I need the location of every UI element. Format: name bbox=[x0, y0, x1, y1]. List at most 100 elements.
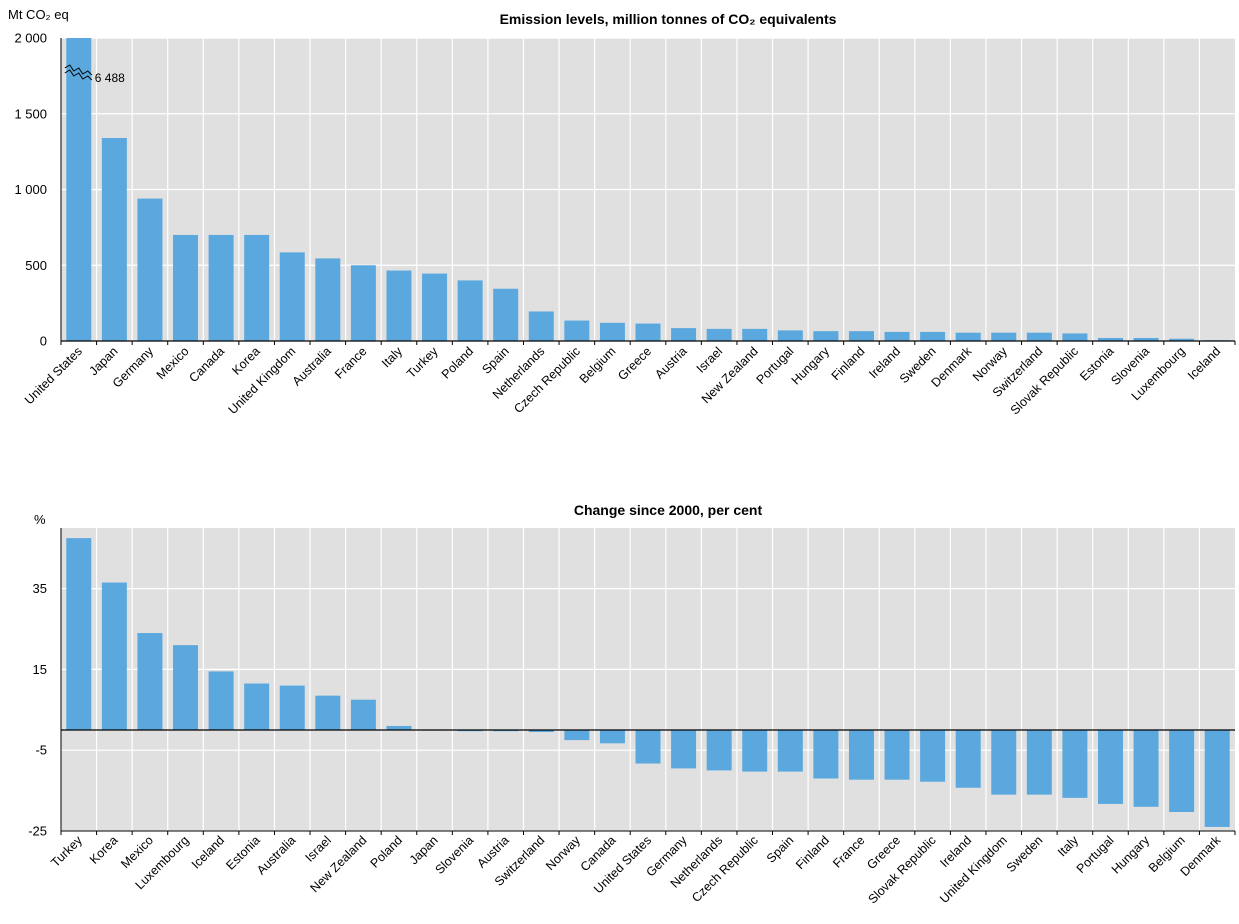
bar-slovenia bbox=[457, 730, 483, 732]
x-tick-label: Australia bbox=[254, 833, 298, 877]
bar-australia bbox=[279, 685, 305, 730]
x-tick-label: Mexico bbox=[154, 344, 192, 382]
bar-australia bbox=[315, 258, 341, 341]
bar-norway bbox=[564, 730, 590, 741]
bar-luxembourg bbox=[173, 645, 199, 730]
x-tick-label: Italy bbox=[1055, 833, 1082, 860]
bar-belgium bbox=[599, 322, 625, 341]
bar-canada bbox=[599, 730, 625, 744]
x-tick-label: France bbox=[332, 344, 369, 381]
bar-united-kingdom bbox=[279, 252, 305, 341]
bar-netherlands bbox=[528, 311, 554, 341]
bar-ireland bbox=[884, 331, 910, 341]
bar-hungary bbox=[813, 331, 839, 341]
bar-greece bbox=[635, 323, 661, 341]
bar-slovenia bbox=[1133, 337, 1159, 341]
axis-break-value-label: 6 488 bbox=[95, 71, 125, 85]
bar-slovak-republic bbox=[1062, 333, 1088, 341]
bar-mexico bbox=[137, 633, 163, 730]
x-tick-label: Finland bbox=[829, 344, 868, 383]
bar-united-kingdom bbox=[991, 730, 1017, 795]
bar-korea bbox=[244, 234, 270, 341]
bar-italy bbox=[1062, 730, 1088, 798]
x-tick-label: Korea bbox=[229, 344, 263, 378]
bar-luxembourg bbox=[1169, 338, 1195, 341]
x-tick-label: Turkey bbox=[404, 344, 441, 381]
x-tick-label: Turkey bbox=[48, 833, 85, 870]
x-tick-label: Denmark bbox=[1178, 833, 1224, 879]
axis-break-marker bbox=[64, 69, 93, 81]
x-tick-label: Norway bbox=[543, 833, 583, 873]
bar-ireland bbox=[955, 730, 981, 788]
bar-finland bbox=[813, 730, 839, 779]
x-tick-label: United Kingdom bbox=[226, 344, 299, 417]
bar-germany bbox=[137, 198, 163, 341]
bar-turkey bbox=[66, 538, 92, 730]
bar-finland bbox=[848, 331, 874, 341]
chart-title: Change since 2000, per cent bbox=[574, 502, 763, 518]
x-tick-label: Denmark bbox=[929, 344, 975, 390]
x-tick-label: Belgium bbox=[577, 344, 619, 386]
y-tick-label: 0 bbox=[40, 334, 47, 349]
x-tick-label: Czech Republic bbox=[511, 344, 583, 416]
bar-france bbox=[350, 265, 376, 341]
bar-austria bbox=[671, 328, 697, 341]
bar-mexico bbox=[173, 234, 199, 341]
y-tick-label: 1 500 bbox=[14, 106, 47, 121]
x-tick-label: Slovenia bbox=[432, 833, 476, 877]
x-tick-label: Canada bbox=[186, 344, 227, 385]
plot-background bbox=[61, 528, 1235, 831]
bar-slovak-republic bbox=[920, 730, 946, 782]
x-tick-label: Australia bbox=[290, 344, 334, 388]
x-tick-label: United States bbox=[22, 344, 85, 407]
x-tick-label: Portugal bbox=[1074, 833, 1117, 876]
y-tick-label: 1 000 bbox=[14, 182, 47, 197]
bar-netherlands bbox=[706, 730, 732, 771]
x-tick-label: Italy bbox=[379, 344, 406, 371]
x-tick-label: Poland bbox=[439, 344, 476, 381]
bar-israel bbox=[706, 328, 732, 341]
bar-norway bbox=[991, 332, 1017, 341]
bar-france bbox=[848, 730, 874, 780]
bar-czech-republic bbox=[742, 730, 768, 772]
x-tick-label: France bbox=[830, 833, 867, 870]
x-tick-label: Japan bbox=[86, 344, 120, 378]
bar-estonia bbox=[1097, 337, 1123, 341]
bar-estonia bbox=[244, 683, 270, 730]
x-tick-label: Austria bbox=[652, 344, 689, 381]
bar-canada bbox=[208, 234, 234, 341]
bar-poland bbox=[457, 280, 483, 341]
x-tick-label: Poland bbox=[368, 833, 405, 870]
x-tick-label: Iceland bbox=[189, 833, 227, 871]
y-tick-label: 35 bbox=[33, 581, 47, 596]
chart-title: Emission levels, million tonnes of CO₂ e… bbox=[500, 11, 837, 27]
x-tick-label: Portugal bbox=[754, 344, 797, 387]
bar-spain bbox=[493, 288, 519, 341]
bar-denmark bbox=[1204, 730, 1230, 827]
bar-germany bbox=[671, 730, 697, 769]
y-tick-label: -5 bbox=[35, 743, 47, 758]
y-axis-unit-label: Mt CO₂ eq bbox=[8, 7, 69, 22]
x-tick-label: Hungary bbox=[789, 344, 833, 388]
x-tick-label: Finland bbox=[793, 833, 832, 872]
bar-japan bbox=[101, 137, 127, 341]
x-tick-label: Czech Republic bbox=[689, 833, 761, 905]
x-tick-label: Israel bbox=[302, 833, 334, 865]
bar-iceland bbox=[208, 671, 234, 730]
x-tick-label: Sweden bbox=[1004, 833, 1046, 875]
x-tick-label: Korea bbox=[87, 833, 121, 867]
y-tick-label: 2 000 bbox=[14, 31, 47, 46]
y-tick-label: 500 bbox=[25, 258, 47, 273]
x-tick-label: United Kingdom bbox=[937, 833, 1010, 906]
y-tick-label: 15 bbox=[33, 662, 47, 677]
bar-portugal bbox=[1097, 730, 1123, 804]
bar-switzerland bbox=[1026, 332, 1052, 341]
x-tick-label: Spain bbox=[479, 344, 512, 377]
bar-sweden bbox=[1026, 730, 1052, 795]
bar-spain bbox=[777, 730, 803, 772]
bar-czech-republic bbox=[564, 320, 590, 341]
x-tick-label: Greece bbox=[615, 344, 654, 383]
bar-new-zealand bbox=[742, 328, 768, 341]
